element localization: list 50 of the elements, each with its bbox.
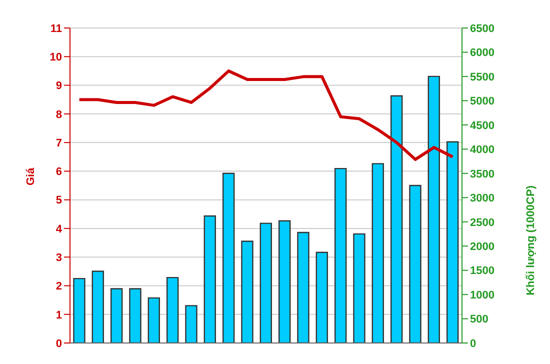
bar (316, 252, 328, 343)
y2-tick-label: 1500 (470, 265, 494, 278)
y-tick-label: 6 (56, 166, 62, 178)
bar (390, 95, 403, 343)
bar (222, 172, 235, 343)
bar (129, 288, 142, 343)
y2-axis-title: Khối lượng (1000CP) (524, 185, 537, 296)
y-tick-label: 5 (56, 194, 62, 207)
y2-tick-label: 3000 (470, 192, 494, 205)
bar (204, 215, 216, 343)
y-tick-label: 8 (56, 108, 62, 121)
bar (241, 240, 254, 343)
y-tick-label: 1 (56, 309, 62, 322)
line-series (78, 69, 454, 161)
y2-tick-label: 4500 (470, 120, 494, 132)
y-tick-label: 11 (50, 22, 62, 35)
bar (428, 76, 440, 343)
y2-tick-label: 2500 (470, 216, 494, 229)
y-tick-label: 10 (50, 52, 62, 64)
bar (148, 297, 160, 343)
bar (372, 163, 384, 343)
bar (73, 278, 86, 343)
y-tick-label: 3 (56, 252, 62, 264)
y-tick-label: 2 (56, 280, 62, 293)
bar (260, 222, 272, 343)
y-tick-label: 4 (56, 223, 63, 236)
y2-tick-label: 2000 (470, 240, 494, 253)
bar (297, 232, 310, 343)
bar (92, 270, 104, 343)
y2-tick-label: 4000 (470, 144, 494, 156)
bar (446, 141, 459, 343)
y-tick-label: 9 (56, 80, 62, 92)
y2-tick-label: 6000 (470, 47, 494, 60)
y2-tick-label: 5500 (470, 71, 494, 84)
y-axis-title: Giá (24, 166, 37, 186)
bar (334, 168, 347, 343)
bar (409, 184, 422, 343)
bar (166, 276, 179, 343)
y2-tick-label: 6500 (470, 22, 494, 35)
bar (278, 220, 291, 343)
bar (185, 305, 198, 343)
y2-tick-label: 0 (470, 338, 476, 350)
y-tick-label: 7 (56, 137, 62, 150)
y-tick-label: 0 (56, 338, 62, 350)
y2-tick-label: 1000 (470, 289, 494, 302)
y2-tick-label: 5000 (470, 96, 494, 108)
y2-tick-label: 3500 (470, 168, 494, 180)
y2-tick-label: 500 (470, 314, 488, 326)
bar (353, 233, 366, 343)
bar (110, 288, 123, 343)
